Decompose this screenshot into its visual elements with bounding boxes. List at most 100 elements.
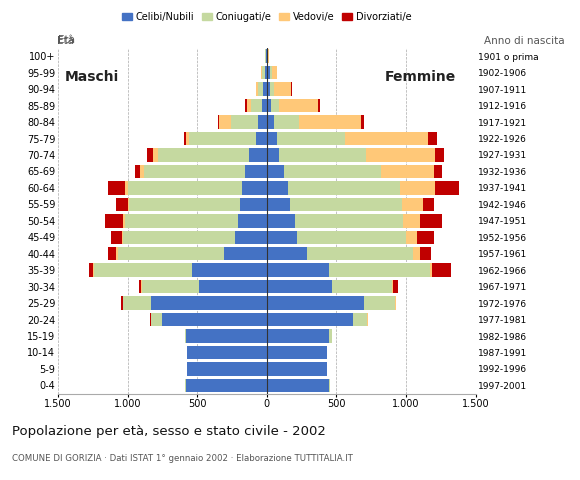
Bar [261, 66, 262, 79]
Bar [271, 66, 277, 79]
Bar [158, 148, 249, 162]
Bar [118, 247, 224, 261]
Bar [267, 230, 298, 244]
Bar [367, 313, 368, 326]
Bar [141, 280, 142, 293]
Bar [153, 148, 158, 162]
Bar [142, 280, 198, 293]
Bar [274, 115, 299, 129]
Bar [219, 115, 231, 129]
Bar [186, 329, 267, 343]
Bar [186, 132, 189, 145]
Bar [267, 165, 284, 178]
Bar [256, 83, 258, 96]
Bar [353, 313, 367, 326]
Bar [267, 99, 271, 112]
Text: COMUNE DI GORIZIA · Dati ISTAT 1° gennaio 2002 · Elaborazione TUTTITALIA.IT: COMUNE DI GORIZIA · Dati ISTAT 1° gennai… [12, 454, 353, 463]
Text: Età: Età [58, 35, 75, 45]
Bar [307, 247, 413, 261]
Bar [329, 379, 330, 392]
Bar [125, 214, 238, 228]
Bar [184, 132, 186, 145]
Bar [329, 329, 332, 343]
Bar [186, 379, 267, 392]
Bar [271, 99, 280, 112]
Bar [392, 280, 393, 293]
Bar [298, 230, 406, 244]
Bar [428, 132, 437, 145]
Bar [256, 132, 267, 145]
Bar [93, 264, 94, 277]
Bar [406, 230, 417, 244]
Bar [150, 313, 151, 326]
Bar [267, 132, 277, 145]
Bar [151, 296, 267, 310]
Bar [274, 83, 291, 96]
Bar [295, 214, 403, 228]
Bar [245, 99, 246, 112]
Bar [332, 280, 392, 293]
Bar [124, 214, 125, 228]
Bar [420, 247, 431, 261]
Bar [280, 99, 318, 112]
Bar [151, 313, 162, 326]
Bar [249, 148, 267, 162]
Bar [433, 264, 451, 277]
Text: Anno di nascita: Anno di nascita [484, 36, 565, 46]
Bar [122, 230, 124, 244]
Bar [435, 148, 444, 162]
Bar [267, 313, 353, 326]
Bar [231, 115, 259, 129]
Bar [267, 264, 329, 277]
Bar [430, 264, 433, 277]
Text: Maschi: Maschi [65, 70, 119, 84]
Bar [129, 198, 240, 211]
Bar [270, 66, 271, 79]
Text: Popolazione per età, sesso e stato civile - 2002: Popolazione per età, sesso e stato civil… [12, 425, 325, 438]
Bar [420, 214, 442, 228]
Bar [238, 214, 267, 228]
Bar [123, 296, 124, 310]
Bar [111, 230, 122, 244]
Bar [139, 280, 141, 293]
Bar [435, 181, 459, 194]
Bar [329, 264, 430, 277]
Bar [267, 247, 307, 261]
Bar [124, 230, 235, 244]
Bar [128, 181, 242, 194]
Bar [144, 165, 245, 178]
Bar [246, 99, 251, 112]
Bar [264, 66, 267, 79]
Bar [267, 198, 291, 211]
Bar [125, 181, 128, 194]
Bar [423, 198, 434, 211]
Bar [262, 66, 264, 79]
Bar [434, 165, 442, 178]
Bar [402, 198, 423, 211]
Bar [187, 362, 267, 376]
Text: Età: Età [57, 36, 74, 46]
Bar [117, 247, 118, 261]
Bar [277, 132, 345, 145]
Bar [267, 296, 364, 310]
Bar [89, 264, 93, 277]
Bar [267, 346, 327, 359]
Bar [135, 165, 140, 178]
Bar [284, 165, 381, 178]
Bar [240, 198, 267, 211]
Bar [361, 115, 364, 129]
Bar [235, 230, 267, 244]
Bar [266, 49, 267, 63]
Bar [267, 329, 329, 343]
Bar [291, 83, 292, 96]
Bar [242, 181, 267, 194]
Bar [267, 115, 274, 129]
Bar [218, 115, 219, 129]
Bar [291, 198, 402, 211]
Bar [189, 132, 256, 145]
Bar [365, 148, 435, 162]
Bar [318, 99, 320, 112]
Bar [121, 296, 123, 310]
Bar [224, 247, 267, 261]
Bar [345, 132, 428, 145]
